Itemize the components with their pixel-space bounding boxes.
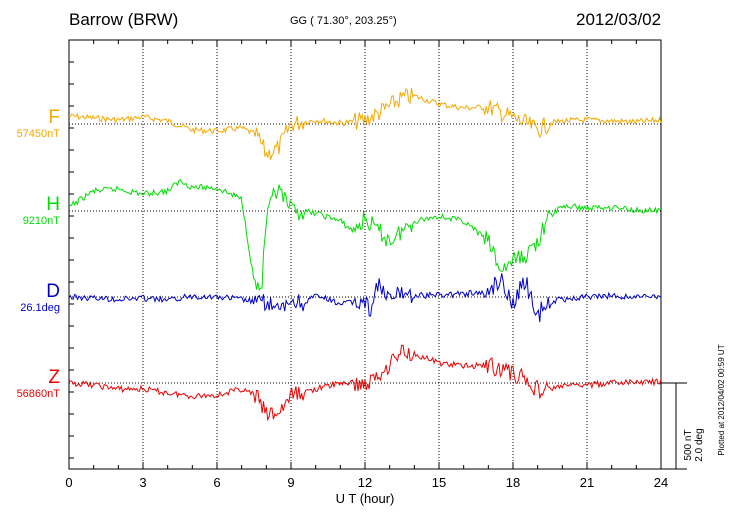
x-tick-label: 24 bbox=[654, 475, 668, 490]
scale-label-deg: 2.0 deg bbox=[694, 428, 705, 461]
scale-label-nt: 500 nT bbox=[683, 429, 694, 460]
component-label-H: H 9210nT bbox=[0, 195, 60, 228]
x-tick-label: 9 bbox=[287, 475, 294, 490]
series-lines bbox=[68, 87, 662, 422]
component-name: H bbox=[46, 194, 60, 215]
x-tick-labels: 0 3 6 9 12 15 18 21 24 bbox=[65, 475, 668, 490]
series-line-D bbox=[68, 273, 662, 323]
station-title: Barrow (BRW) bbox=[69, 10, 179, 29]
series-line-F bbox=[68, 87, 662, 160]
x-tick-label: 15 bbox=[432, 475, 446, 490]
scale-bar bbox=[661, 382, 687, 470]
plotted-timestamp: Plotted at 2012/04/02 00:59 UT bbox=[717, 344, 726, 455]
x-tick-label: 18 bbox=[506, 475, 520, 490]
axis-ticks bbox=[68, 40, 662, 469]
component-label-D: D 26.1deg bbox=[0, 282, 60, 315]
component-baseline: 56860nT bbox=[16, 388, 60, 400]
series-line-H bbox=[68, 179, 661, 291]
x-axis-label: U T (hour) bbox=[336, 491, 395, 506]
plot-frame bbox=[68, 39, 662, 470]
component-name: Z bbox=[48, 367, 60, 388]
grid-lines bbox=[69, 40, 661, 469]
component-name: D bbox=[46, 281, 60, 302]
x-tick-label: 21 bbox=[580, 475, 594, 490]
x-tick-label: 3 bbox=[139, 475, 146, 490]
component-baseline: 26.1deg bbox=[20, 302, 60, 314]
component-label-Z: Z 56860nT bbox=[0, 368, 60, 401]
component-label-F: F 57450nT bbox=[0, 108, 60, 141]
component-name: F bbox=[48, 107, 60, 128]
x-tick-label: 12 bbox=[358, 475, 372, 490]
x-tick-label: 6 bbox=[213, 475, 220, 490]
station-coordinates: GG ( 71.30°, 203.25°) bbox=[290, 15, 397, 27]
component-baseline: 9210nT bbox=[22, 215, 60, 227]
series-line-Z bbox=[68, 344, 662, 422]
plot-date: 2012/03/02 bbox=[576, 10, 662, 29]
x-tick-label: 0 bbox=[65, 475, 72, 490]
component-baseline: 57450nT bbox=[16, 128, 60, 140]
